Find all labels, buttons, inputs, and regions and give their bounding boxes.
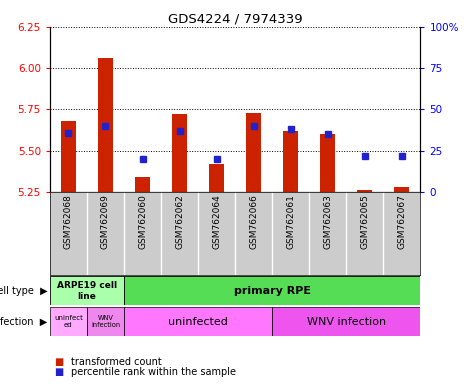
Text: infection  ▶: infection ▶ — [0, 316, 48, 327]
Bar — [61, 121, 76, 192]
Bar — [98, 58, 113, 192]
Text: GSM762065: GSM762065 — [361, 194, 369, 249]
Text: GSM762060: GSM762060 — [138, 194, 147, 249]
Bar — [209, 164, 224, 192]
Text: GSM762062: GSM762062 — [175, 194, 184, 249]
Text: GSM762068: GSM762068 — [64, 194, 73, 249]
Text: GSM762066: GSM762066 — [249, 194, 258, 249]
Bar — [124, 276, 420, 305]
Text: percentile rank within the sample: percentile rank within the sample — [71, 367, 236, 377]
Text: GSM762064: GSM762064 — [212, 194, 221, 249]
Bar — [124, 307, 272, 336]
Title: GDS4224 / 7974339: GDS4224 / 7974339 — [168, 13, 303, 26]
Text: primary RPE: primary RPE — [234, 286, 311, 296]
Bar — [50, 276, 124, 305]
Text: ARPE19 cell
line: ARPE19 cell line — [57, 281, 117, 301]
Text: uninfect
ed: uninfect ed — [54, 315, 83, 328]
Text: ■: ■ — [55, 357, 64, 367]
Bar — [394, 187, 409, 192]
Bar — [283, 131, 298, 192]
Bar — [246, 113, 261, 192]
Bar — [357, 190, 372, 192]
Bar — [87, 307, 124, 336]
Text: GSM762067: GSM762067 — [398, 194, 406, 249]
Text: WNV
infection: WNV infection — [91, 315, 120, 328]
Bar — [135, 177, 150, 192]
Bar — [172, 114, 187, 192]
Bar — [320, 134, 335, 192]
Text: cell type  ▶: cell type ▶ — [0, 286, 48, 296]
Bar — [272, 307, 420, 336]
Text: GSM762063: GSM762063 — [323, 194, 332, 249]
Text: GSM762069: GSM762069 — [101, 194, 110, 249]
Text: WNV infection: WNV infection — [307, 316, 386, 327]
Bar — [50, 307, 87, 336]
Text: ■: ■ — [55, 367, 64, 377]
Text: uninfected: uninfected — [168, 316, 228, 327]
Text: transformed count: transformed count — [71, 357, 162, 367]
Text: GSM762061: GSM762061 — [286, 194, 295, 249]
